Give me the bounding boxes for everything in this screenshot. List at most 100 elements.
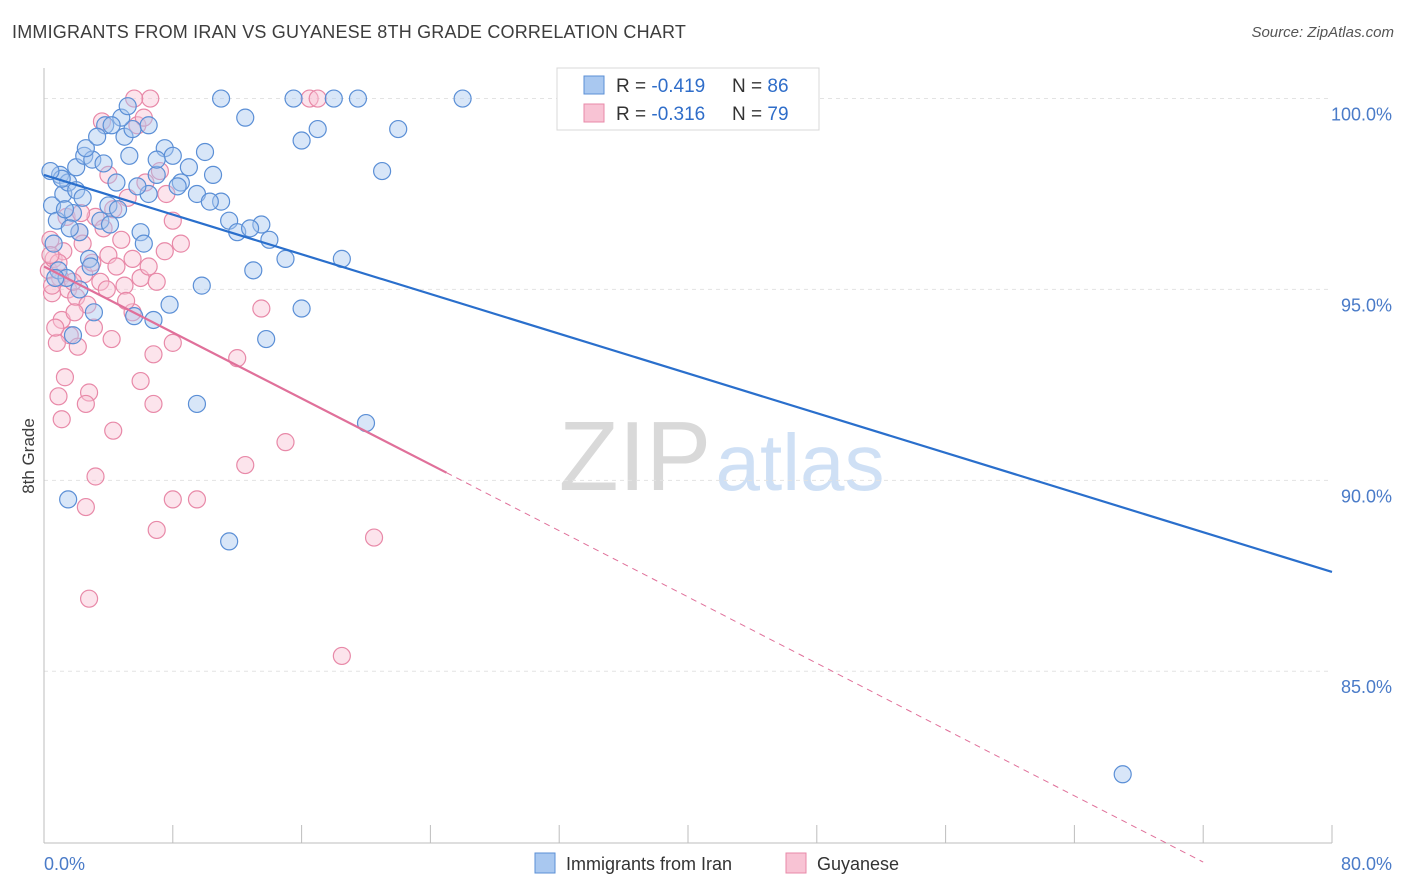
legend-r-value-guyanese: -0.316 xyxy=(651,104,705,125)
legend-r-label-guyanese: R = xyxy=(616,104,651,125)
point-guyanese xyxy=(46,318,65,337)
point-guyanese xyxy=(52,410,71,429)
point-iran xyxy=(147,165,166,184)
point-iran xyxy=(55,200,75,219)
point-guyanese xyxy=(76,497,95,517)
point-iran xyxy=(195,142,215,162)
point-guyanese xyxy=(141,89,160,108)
legend-top-row-iran: R = -0.419 xyxy=(616,76,705,97)
point-iran xyxy=(192,276,211,295)
point-guyanese xyxy=(41,245,60,265)
axes-layer xyxy=(43,68,1332,844)
point-guyanese xyxy=(84,318,104,337)
point-iran xyxy=(99,196,118,215)
legend-bottom-swatch-guyanese xyxy=(785,852,807,874)
point-guyanese xyxy=(68,337,87,356)
point-guyanese xyxy=(144,345,163,364)
point-iran xyxy=(212,89,231,108)
point-iran xyxy=(73,188,92,207)
legend-bottom: Immigrants from Iran Guyanese xyxy=(534,852,899,874)
point-guyanese xyxy=(171,234,190,253)
point-guyanese xyxy=(91,272,110,291)
point-iran xyxy=(308,119,327,139)
point-iran xyxy=(131,223,150,242)
point-guyanese xyxy=(115,276,134,295)
point-iran xyxy=(44,234,63,253)
legend-top-row-iran-n: N = 86 xyxy=(732,76,789,97)
point-guyanese xyxy=(123,249,142,268)
point-iran xyxy=(252,215,271,234)
point-iran xyxy=(348,89,368,108)
y-tick-label: 95.0% xyxy=(1341,295,1392,315)
point-guyanese xyxy=(147,272,166,291)
legend-r-value-iran: -0.419 xyxy=(651,76,705,97)
legend-r-label-iran: R = xyxy=(616,76,651,97)
point-iran xyxy=(236,108,255,127)
point-guyanese xyxy=(102,329,121,349)
point-guyanese xyxy=(252,299,271,318)
point-iran xyxy=(373,161,392,181)
point-guyanese xyxy=(112,230,131,249)
point-guyanese xyxy=(125,89,144,108)
point-iran xyxy=(324,89,343,108)
point-guyanese xyxy=(79,383,99,402)
point-iran xyxy=(118,97,137,116)
legend-bottom-swatch-iran xyxy=(534,852,556,874)
point-guyanese xyxy=(117,291,136,310)
series-guyanese-points xyxy=(39,89,384,666)
y-tick-label: 90.0% xyxy=(1341,486,1392,506)
trendline-guyanese-extension xyxy=(446,472,1204,863)
point-iran xyxy=(76,139,95,158)
watermark-atlas: atlas xyxy=(716,418,885,507)
point-iran xyxy=(91,211,110,230)
point-iran xyxy=(83,150,102,169)
point-iran xyxy=(139,116,158,135)
point-iran xyxy=(453,89,472,108)
legend-n-label-guyanese: N = xyxy=(732,104,767,125)
point-iran xyxy=(200,192,219,211)
point-guyanese xyxy=(107,257,126,276)
point-iran xyxy=(292,131,311,150)
point-iran xyxy=(179,158,198,177)
point-iran xyxy=(59,490,78,509)
trendline-guyanese xyxy=(43,265,448,474)
point-iran xyxy=(1113,765,1132,784)
point-iran xyxy=(276,249,295,268)
legend-bottom-label-iran: Immigrants from Iran xyxy=(566,854,732,874)
x-tick-label-min: 0.0% xyxy=(44,854,85,874)
point-iran xyxy=(163,146,182,165)
point-guyanese xyxy=(42,284,62,303)
point-iran xyxy=(257,329,276,349)
point-iran xyxy=(220,532,239,551)
point-iran xyxy=(187,394,207,414)
y-tick-label: 100.0% xyxy=(1331,105,1392,125)
legend-top-swatch-iran xyxy=(583,75,605,95)
legend-top: R = -0.419 N = 86 R = -0.316 N = 79 xyxy=(556,67,820,131)
legend-top-row-guyanese: R = -0.316 xyxy=(616,104,705,125)
point-iran xyxy=(102,116,121,135)
point-guyanese xyxy=(65,303,84,322)
point-guyanese xyxy=(236,455,255,475)
point-iran xyxy=(292,299,311,318)
point-guyanese xyxy=(47,333,66,352)
point-guyanese xyxy=(139,257,158,276)
point-iran xyxy=(79,249,99,268)
point-iran xyxy=(63,326,83,345)
point-iran xyxy=(108,200,128,219)
point-iran xyxy=(81,257,100,276)
y-tick-label: 85.0% xyxy=(1341,677,1392,697)
point-guyanese xyxy=(155,242,174,261)
legend-n-value-iran: 86 xyxy=(767,76,788,97)
point-iran xyxy=(147,150,166,169)
point-iran xyxy=(168,177,187,196)
point-guyanese xyxy=(187,490,207,509)
point-iran xyxy=(84,303,104,322)
watermark-zip: ZIP xyxy=(559,401,711,511)
point-iran xyxy=(70,223,89,242)
point-guyanese xyxy=(147,520,166,540)
point-guyanese xyxy=(79,589,99,608)
chart-title: IMMIGRANTS FROM IRAN VS GUYANESE 8TH GRA… xyxy=(12,22,687,42)
legend-bottom-label-guyanese: Guyanese xyxy=(817,854,899,874)
